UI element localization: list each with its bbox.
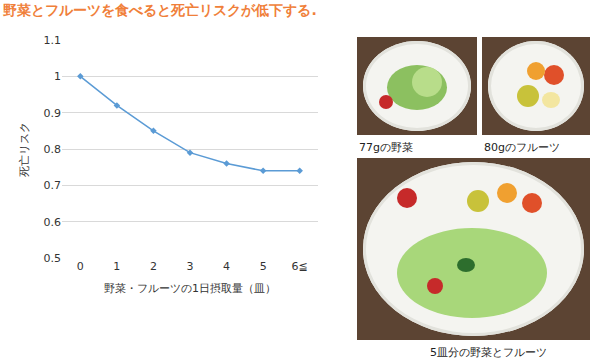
svg-text:1.1: 1.1	[44, 34, 62, 47]
svg-text:6≦: 6≦	[292, 260, 308, 273]
svg-text:1: 1	[113, 260, 120, 273]
svg-text:死亡リスク: 死亡リスク	[18, 122, 31, 177]
svg-text:5: 5	[260, 260, 267, 273]
html-text:80gのフルーツ: 80gのフルーツ	[484, 141, 560, 154]
svg-text:0.9: 0.9	[44, 107, 62, 120]
html-text:5皿分の野菜とフルーツ: 5皿分の野菜とフルーツ	[430, 346, 547, 359]
svg-text:0.7: 0.7	[44, 179, 62, 192]
svg-text:野菜とフルーツを食べると死亡リスクが低下する.: 野菜とフルーツを食べると死亡リスクが低下する.	[3, 2, 316, 18]
svg-text:野菜・フルーツの1日摂取量（皿）: 野菜・フルーツの1日摂取量（皿）	[104, 282, 276, 295]
svg-text:0.8: 0.8	[44, 143, 62, 156]
svg-text:3: 3	[187, 260, 194, 273]
html-text:77gの野菜: 77gの野菜	[359, 141, 413, 154]
svg-text:1: 1	[54, 70, 61, 83]
svg-text:0.6: 0.6	[44, 216, 62, 229]
svg-text:4: 4	[223, 260, 230, 273]
svg-text:0: 0	[77, 260, 84, 273]
svg-text:0.5: 0.5	[44, 252, 62, 265]
svg-text:2: 2	[150, 260, 157, 273]
